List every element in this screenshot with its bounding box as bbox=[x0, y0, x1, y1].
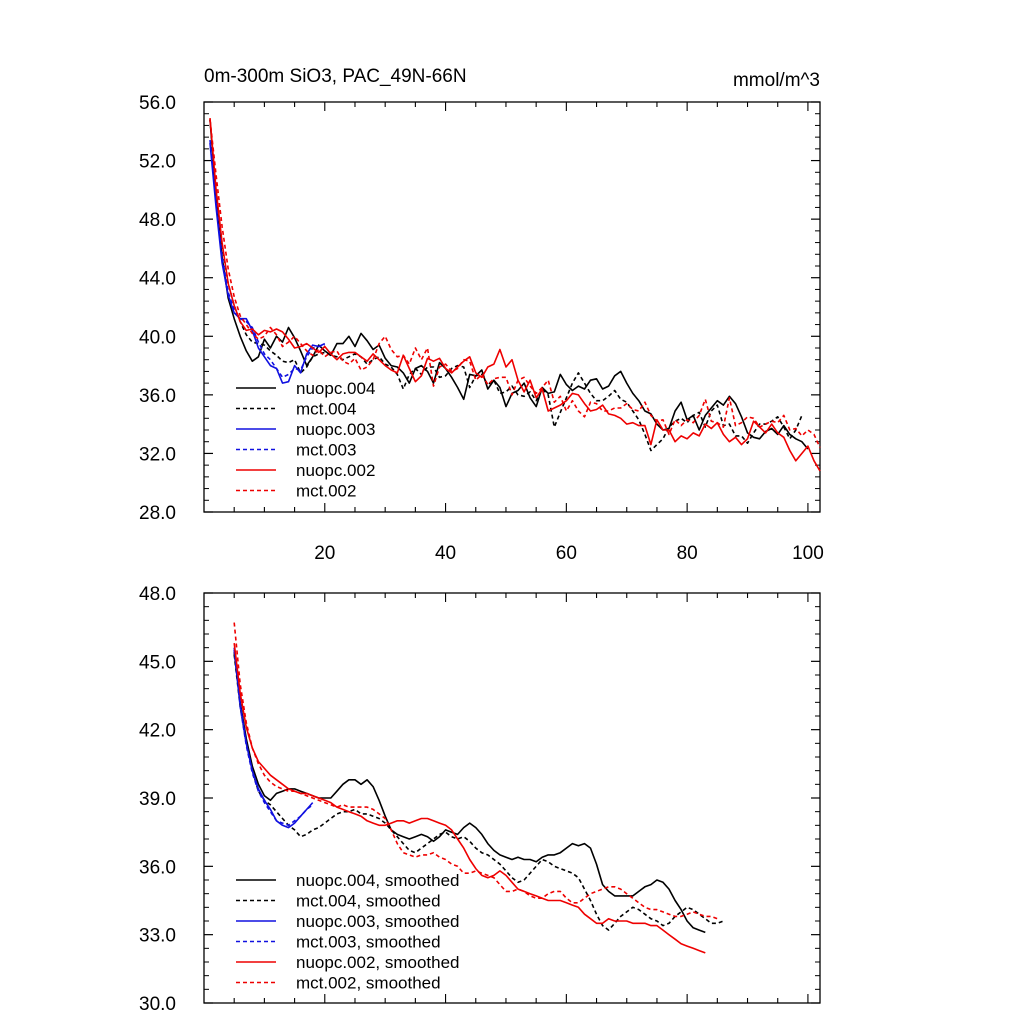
units-label: mmol/m^3 bbox=[733, 70, 820, 91]
series-line-mct-004-smoothed bbox=[233, 654, 724, 931]
x-tick-label: 40 bbox=[435, 543, 456, 564]
y-tick-label: 30.0 bbox=[139, 994, 176, 1015]
legend-label: mct.003, smoothed bbox=[296, 933, 441, 952]
x-tick-label: 20 bbox=[314, 543, 335, 564]
series-line-mct-002-smoothed bbox=[233, 622, 718, 920]
series-line-nuopc-002 bbox=[209, 118, 821, 472]
y-tick-label: 39.0 bbox=[139, 789, 176, 810]
y-tick-label: 48.0 bbox=[139, 584, 176, 605]
series-line-nuopc-002-smoothed bbox=[233, 643, 706, 954]
series-line-mct-003-smoothed bbox=[233, 649, 314, 827]
x-tick-label: 100 bbox=[792, 543, 824, 564]
y-tick-label: 44.0 bbox=[139, 269, 176, 290]
y-tick-label: 48.0 bbox=[139, 210, 176, 231]
legend-label: mct.002, smoothed bbox=[296, 974, 441, 993]
legend-label: nuopc.003, smoothed bbox=[296, 912, 460, 931]
x-tick-label: 60 bbox=[556, 543, 577, 564]
legend-label: mct.002 bbox=[296, 482, 356, 501]
series-line-mct-003 bbox=[209, 140, 325, 379]
y-tick-label: 56.0 bbox=[139, 93, 176, 114]
plot-frame bbox=[203, 101, 821, 513]
bottom-panel: 30.0 33.0 36.0 39.0 42.0 45.0 48.0 nuopc.004, s… bbox=[139, 584, 821, 1015]
y-tick-label: 36.0 bbox=[139, 386, 176, 407]
x-tick-label: 80 bbox=[677, 543, 698, 564]
series-line-nuopc-003 bbox=[209, 142, 326, 384]
y-tick-label: 42.0 bbox=[139, 721, 176, 742]
series-line-nuopc-003-smoothed bbox=[233, 647, 314, 829]
y-tick-label: 52.0 bbox=[139, 152, 176, 173]
legend-label: nuopc.004, smoothed bbox=[296, 871, 460, 890]
chart-title: 0m-300m SiO3, PAC_49N-66N bbox=[204, 66, 467, 87]
y-tick-label: 33.0 bbox=[139, 926, 176, 947]
y-tick-label: 36.0 bbox=[139, 857, 176, 878]
legend-label: mct.004 bbox=[296, 400, 356, 419]
legend-label: nuopc.002, smoothed bbox=[296, 953, 460, 972]
y-tick-label: 32.0 bbox=[139, 444, 176, 465]
y-tick-label: 40.0 bbox=[139, 327, 176, 348]
legend-label: mct.003 bbox=[296, 441, 356, 460]
top-panel: 28.0 32.0 36.0 40.0 44.0 48.0 52.0 56.0 20 40 60 80… bbox=[139, 93, 824, 564]
series-line-nuopc-004-smoothed bbox=[233, 652, 706, 934]
y-tick-label: 45.0 bbox=[139, 652, 176, 673]
legend-label: nuopc.003 bbox=[296, 420, 375, 439]
series-line-mct-002 bbox=[209, 119, 821, 448]
legend-label: nuopc.004 bbox=[296, 379, 375, 398]
legend-label: nuopc.002 bbox=[296, 461, 375, 480]
legend-label: mct.004, smoothed bbox=[296, 892, 441, 911]
y-tick-label: 28.0 bbox=[139, 503, 176, 524]
